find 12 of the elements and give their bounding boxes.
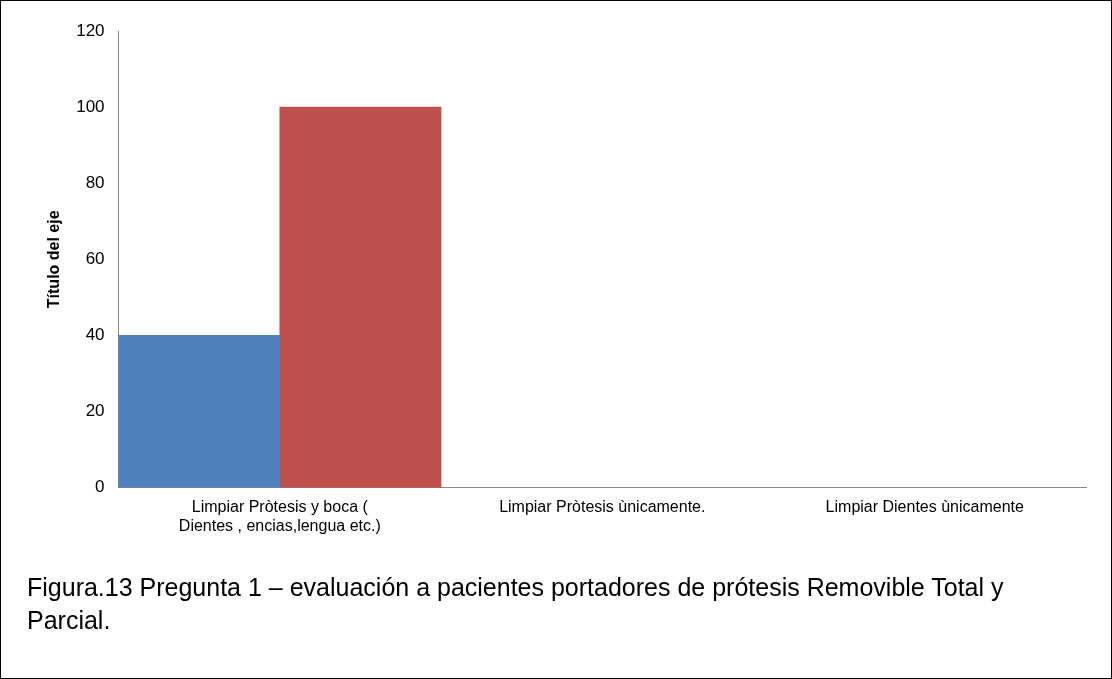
y-tick-label: 0 <box>95 477 105 497</box>
y-tick-label: 60 <box>85 248 105 268</box>
y-axis-title: Título del eje <box>45 210 63 309</box>
x-tick-label: Limpiar Dientes ùnicamente <box>825 497 1025 515</box>
y-tick-label: 40 <box>85 325 105 345</box>
y-tick-label: 80 <box>85 172 105 192</box>
y-tick-label: 120 <box>76 20 105 40</box>
text: Figura.13 Pregunta 1 – evaluación a pacientes portadores de prótesis Removible Total y Parcial. <box>27 572 1005 636</box>
x-tick-label: Limpiar Pròtesis ùnicamente. <box>499 497 706 515</box>
y-tick-label: 100 <box>76 96 105 116</box>
y-tick-label: 20 <box>85 401 105 421</box>
x-tick-label: Limpiar Pròtesis y boca ( Dientes , encias,lengua etc.) <box>178 497 381 534</box>
